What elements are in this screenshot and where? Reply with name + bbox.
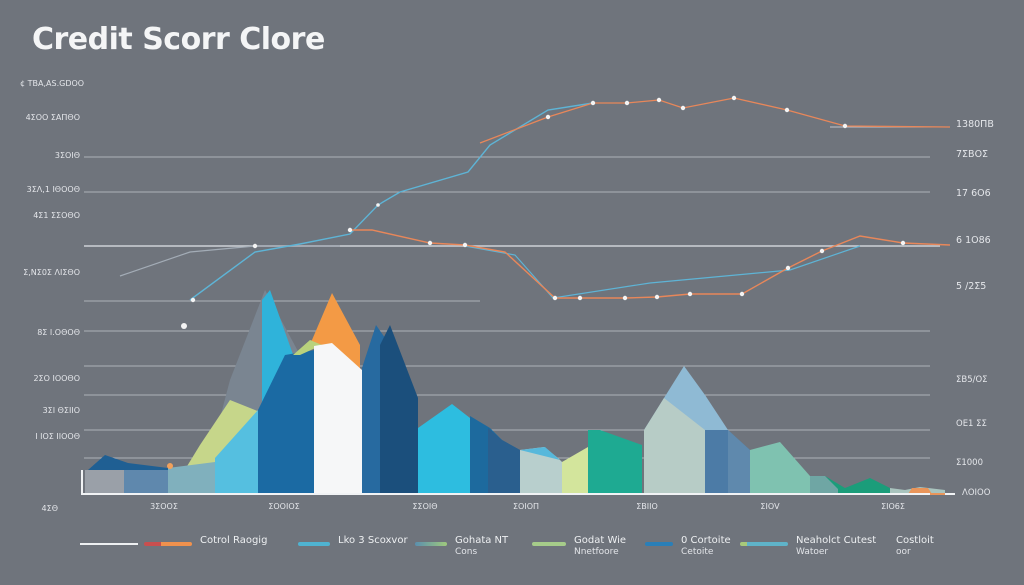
legend-item[interactable]: Gohata NT Cons [415, 536, 508, 557]
y-tick-label: ΛΟΙΟΟ [962, 488, 991, 498]
x-tick-label: ΣΟΟΙΟΣ [268, 502, 300, 511]
legend-label: Lko 3 Scoxvor [338, 535, 408, 546]
orange-lower-line [350, 229, 951, 299]
y-tick-label: 4ΣΘ [41, 504, 58, 513]
y-tick-label: 6 1Ο86 [956, 235, 991, 246]
x-tick-label: ΣΙΟ6Σ [881, 502, 905, 511]
legend-label: Godat Wie Nnetfoore [574, 535, 627, 558]
chart-title: Credit Scorr Clore [32, 22, 325, 57]
y-tick-label: Ι ΙΟΣ ΙΙΟΟΘ [35, 432, 80, 441]
legend-swatch-icon [415, 542, 447, 546]
data-markers [181, 95, 906, 329]
y-tick-label: ¢ TBA,AS.GDOO [20, 79, 85, 88]
x-tick-label: ΣΟΙΟΠ [512, 502, 540, 511]
x-tick-label: ΣΙΟV [760, 502, 780, 511]
y-tick-label: Σ,ΝΣ0Σ ΛΙΣΘΟ [23, 268, 80, 277]
legend-swatch-icon [740, 542, 788, 546]
y-tick-label: 8Σ Ι.ΟΘΟΘ [37, 328, 80, 337]
y-tick-label: 3ΣΙ ΘΣΙΙΟ [42, 406, 80, 415]
legend-label: Gohata NT Cons [455, 535, 509, 558]
y-tick-label: 5 /2Σ5 [956, 281, 987, 292]
legend-item[interactable]: Godat Wie Nnetfoore [532, 536, 626, 557]
y-tick-label: 17 6Ο6 [956, 188, 991, 199]
legend-item[interactable]: Costloit oor [888, 535, 934, 558]
area-shapes [85, 290, 945, 494]
faint-series-line [119, 245, 340, 277]
x-tick-label: ΣΒΙΙΟ [636, 502, 658, 511]
legend-item[interactable]: Lko 3 Scoxvor [298, 536, 408, 546]
legend-label: Cotrol Raogig [200, 535, 268, 546]
legend-item[interactable]: Neaholct Cutest Watoer [740, 536, 876, 557]
legend-swatch-icon [298, 542, 330, 546]
blue-series-line [189, 102, 594, 301]
gridlines [84, 126, 950, 459]
y-tick-label: Σ1000 [956, 458, 984, 468]
legend-label: Costloit oor [896, 535, 934, 558]
legend-swatch-icon [532, 542, 566, 546]
legend-label: 0 Cortoite Cetoite [681, 535, 731, 558]
legend-label: Neaholct Cutest Watoer [796, 535, 877, 558]
x-tick-label: ΣΣΟΙΘ [412, 502, 438, 511]
x-axis-line [81, 470, 955, 495]
y-tick-label: 3ΣΟΙΘ [54, 151, 80, 160]
y-tick-label: 4Σ1 ΣΣΟΘΟ [33, 211, 80, 220]
legend-line [80, 543, 138, 545]
y-tick-label: 1380ΠΒ [956, 119, 994, 130]
y-tick-label: 3ΣΛ,1 ΙΘΟΟΘ [26, 185, 80, 194]
legend-item[interactable]: 0 Cortoite Cetoite [645, 536, 731, 557]
y-tick-label: 7ΣΒΟΣ [956, 149, 989, 160]
blue-series-line-lower [464, 245, 861, 299]
x-tick-label: 3ΣΟΟΣ [150, 502, 178, 511]
y-tick-label: ΣΒ5/ΟΣ [956, 375, 988, 385]
legend-item[interactable]: Cotrol Raogig [80, 536, 267, 546]
orange-upper-line [479, 97, 951, 144]
y-tick-label: 4ΣOO ΣΑΠΘΟ [25, 113, 80, 122]
legend-swatch-icon [144, 542, 192, 546]
y-tick-label: 2ΣΟ ΙΟΟΘΟ [33, 374, 80, 383]
legend-swatch-icon [645, 542, 673, 546]
y-tick-label: ΟΕ1 ΣΣ [956, 419, 987, 429]
